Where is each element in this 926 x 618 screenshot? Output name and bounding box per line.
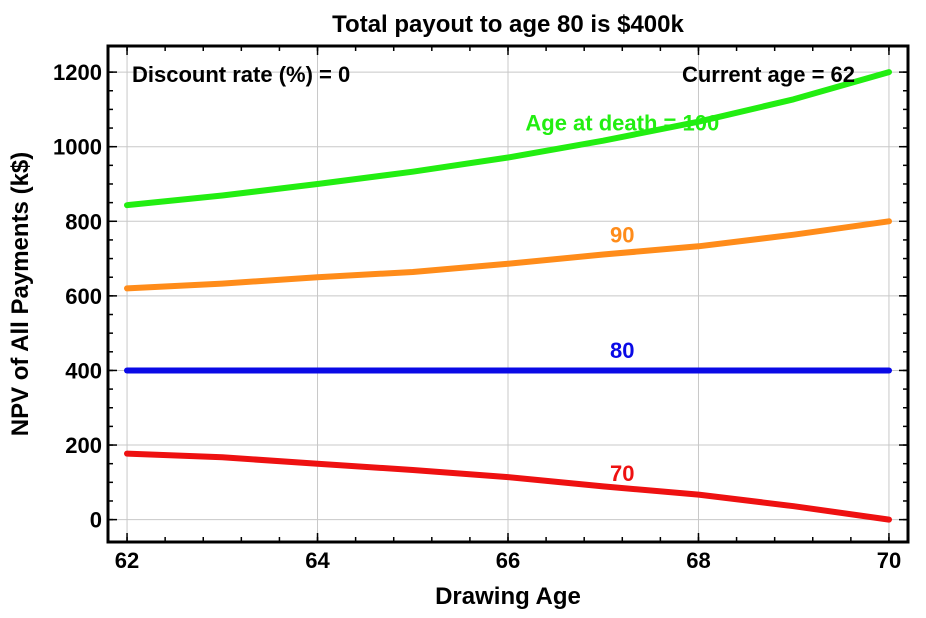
current-age-annotation: Current age = 62 xyxy=(682,62,855,87)
x-tick-label: 68 xyxy=(686,548,710,573)
x-tick-label: 70 xyxy=(877,548,901,573)
series-lines xyxy=(124,69,892,523)
y-tick-label: 1200 xyxy=(53,60,102,85)
x-axis-label: Drawing Age xyxy=(435,583,581,610)
y-tick-label: 0 xyxy=(90,508,102,533)
y-tick-label: 1000 xyxy=(53,135,102,160)
series-line-90 xyxy=(124,218,892,292)
series-line-age-at-death-100 xyxy=(124,69,892,209)
series-label: 70 xyxy=(610,461,634,486)
series-label: Age at death = 100 xyxy=(525,110,719,135)
y-tick-label: 200 xyxy=(65,433,102,458)
chart-title: Total payout to age 80 is $400k xyxy=(332,11,684,38)
grid-lines xyxy=(108,46,908,542)
series-labels: Age at death = 100 90 80 70 xyxy=(525,110,719,486)
axis-ticks xyxy=(108,46,908,542)
y-tick-label: 600 xyxy=(65,284,102,309)
y-tick-label: 400 xyxy=(65,358,102,383)
x-tick-label: 66 xyxy=(496,548,520,573)
x-tick-label: 62 xyxy=(115,548,139,573)
series-label: 90 xyxy=(610,222,634,247)
series-label: 80 xyxy=(610,338,634,363)
tick-labels: 62 64 66 68 70 0 200 400 600 800 1000 1200 xyxy=(53,60,901,573)
y-tick-label: 800 xyxy=(65,209,102,234)
x-tick-label: 64 xyxy=(305,548,330,573)
series-line-70 xyxy=(124,450,892,523)
y-axis-label: NPV of All Payments (k$) xyxy=(7,152,34,437)
discount-rate-annotation: Discount rate (%) = 0 xyxy=(132,62,350,87)
